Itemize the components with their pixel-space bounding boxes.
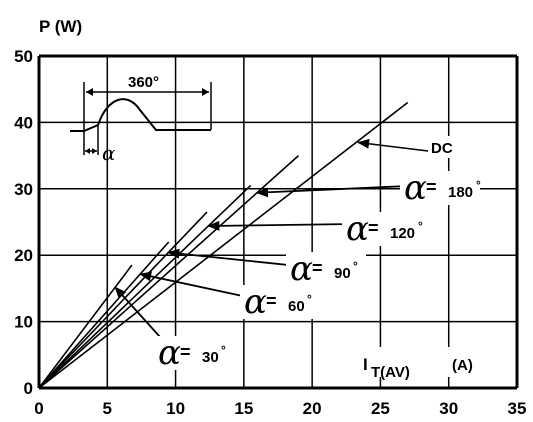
series-label-bg	[400, 171, 480, 205]
series-arrow	[255, 185, 409, 198]
series-line-1	[38, 241, 170, 389]
series-label-eq: =	[368, 218, 379, 238]
series-line-0	[38, 264, 133, 389]
x-tick-label: 15	[234, 399, 253, 418]
y-tick-label: 0	[24, 379, 33, 398]
y-tick-label: 30	[14, 180, 33, 199]
series-label: DC	[428, 136, 462, 158]
tick-labels: 0 5 10 15 20 25 30 35 0 10 20 30 40 50	[14, 47, 526, 418]
series-label-bg	[240, 285, 320, 319]
series-line-2	[38, 211, 208, 389]
x-tick-label: 35	[508, 399, 527, 418]
series-label-degree: °	[221, 343, 226, 357]
series-label-greek: α	[244, 282, 267, 322]
series-label-bg	[342, 212, 422, 246]
series-label-bg	[428, 136, 462, 158]
series-label-eq: =	[312, 258, 323, 278]
series-label-eq: =	[180, 342, 191, 362]
series-arrow	[207, 220, 355, 231]
series-arrow	[167, 248, 299, 267]
x-tick-label: 25	[371, 399, 390, 418]
series-label-degree: °	[476, 178, 481, 192]
x-tick-label: 0	[34, 399, 43, 418]
series-label-angle: 90	[334, 265, 351, 282]
x-tick-label: 20	[303, 399, 322, 418]
series-label-degree: °	[307, 292, 312, 306]
series-label-dc: DC	[431, 140, 453, 157]
series-label: α = 90 °	[286, 249, 366, 289]
series-label-degree: °	[353, 259, 358, 273]
series-line-4	[38, 155, 300, 389]
y-axis-label: P (W)	[39, 17, 82, 36]
series-label-angle: 120	[390, 225, 415, 242]
series-lines	[38, 101, 409, 389]
series-label-eq: =	[266, 291, 277, 311]
series-label-bg	[154, 336, 234, 370]
inset-wave-path	[70, 98, 211, 132]
y-tick-label: 20	[14, 246, 33, 265]
y-tick-label: 10	[14, 313, 33, 332]
x-axis-label: I T(AV) (A)	[361, 347, 511, 381]
y-tick-label: 40	[14, 113, 33, 132]
x-axis-label-sub: T(AV)	[371, 364, 410, 381]
x-axis-label-unit: (A)	[452, 357, 473, 374]
series-label-angle: 30	[202, 349, 219, 366]
series-arrow	[139, 271, 253, 299]
series-label-greek: α	[404, 168, 427, 208]
series-label-degree: °	[418, 219, 423, 233]
inset-phase-label: α	[102, 141, 116, 165]
inset-period-label: 360°	[128, 74, 159, 91]
y-tick-label: 50	[14, 47, 33, 66]
series-label-greek: α	[290, 249, 313, 289]
grid	[37, 54, 519, 390]
x-tick-label: 5	[103, 399, 112, 418]
series-label-angle: 60	[288, 298, 305, 315]
series-line-5	[38, 101, 409, 389]
series-label-bg	[286, 252, 366, 286]
series-line-3	[38, 184, 252, 389]
x-tick-label: 30	[439, 399, 458, 418]
series-label: α = 30 °	[154, 333, 234, 373]
series-label: α = 60 °	[240, 282, 320, 322]
series-label-angle: 180	[448, 184, 473, 201]
series-arrow	[357, 138, 429, 152]
series-label-greek: α	[346, 209, 369, 249]
series-label-greek: α	[158, 333, 181, 373]
series-label: α = 120 °	[342, 209, 423, 249]
x-tick-label: 10	[166, 399, 185, 418]
x-axis-label-main: I	[363, 355, 368, 374]
series-label-eq: =	[426, 177, 437, 197]
series-annotations: α = 30 °α = 60 °α = 90 °α = 120 °α = 180 °DC	[114, 136, 481, 373]
series-label: α = 180 °	[400, 168, 481, 208]
inset-waveform: 360° α	[70, 74, 212, 165]
